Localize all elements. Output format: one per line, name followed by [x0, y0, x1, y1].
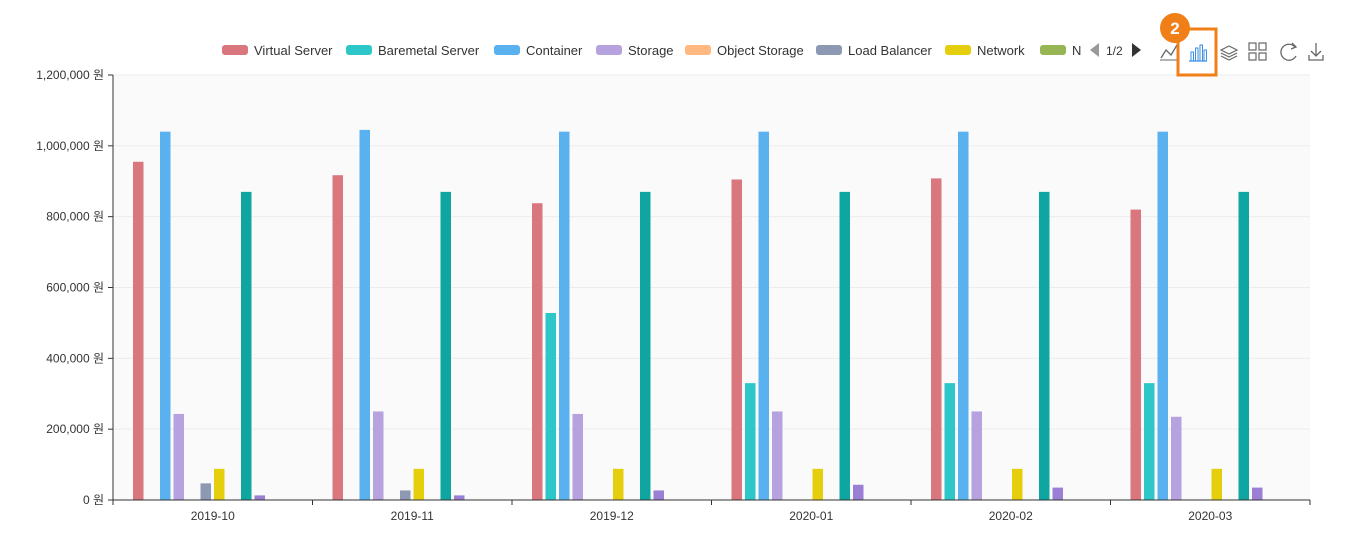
legend-swatch[interactable] — [816, 45, 842, 55]
legend-label[interactable]: Baremetal Server — [378, 43, 480, 58]
bar[interactable] — [254, 495, 266, 500]
bar[interactable] — [958, 131, 969, 500]
bar[interactable] — [944, 383, 956, 500]
bars-group — [133, 129, 1263, 501]
bar[interactable] — [400, 490, 411, 500]
bar[interactable] — [1238, 191, 1250, 500]
y-axis-tick-labels: 0 원 200,000 원 400,000 원 600,000 원 800,000 원 1… — [36, 68, 104, 507]
stack-icon[interactable] — [1219, 45, 1239, 61]
bar[interactable] — [173, 413, 185, 500]
y-tick-label: 0 원 — [83, 493, 104, 507]
x-tick-label: 2020-02 — [989, 509, 1033, 523]
legend-label[interactable]: Virtual Server — [254, 43, 333, 58]
step-badge — [1160, 13, 1190, 43]
bar[interactable] — [413, 468, 425, 500]
legend-swatch[interactable] — [494, 45, 520, 55]
bar[interactable] — [731, 179, 743, 500]
bar[interactable] — [160, 131, 171, 500]
bar[interactable] — [1144, 383, 1155, 500]
bar[interactable] — [1157, 131, 1169, 500]
y-tick-label: 800,000 원 — [46, 210, 104, 224]
refresh-icon[interactable] — [1280, 42, 1298, 61]
y-tick-label: 600,000 원 — [46, 281, 104, 295]
y-tick-label: 200,000 원 — [46, 422, 104, 436]
line-chart-icon[interactable] — [1160, 44, 1178, 61]
bar[interactable] — [613, 468, 624, 500]
bar[interactable] — [133, 161, 144, 501]
bar[interactable] — [1052, 487, 1064, 500]
bar[interactable] — [971, 411, 983, 500]
bar[interactable] — [214, 468, 225, 500]
x-tick-label: 2019-10 — [191, 509, 235, 523]
toolbox: 2 — [1160, 13, 1324, 77]
bar-chart-icon[interactable] — [1189, 44, 1207, 62]
bar[interactable] — [241, 191, 252, 500]
highlight-box — [1176, 27, 1218, 77]
bar[interactable] — [1171, 416, 1182, 500]
bar[interactable] — [545, 313, 557, 500]
bar[interactable] — [532, 203, 543, 501]
legend-label[interactable]: Load Balancer — [848, 43, 933, 58]
bar[interactable] — [1211, 468, 1223, 500]
step-badge-label: 2 — [1170, 19, 1179, 38]
bar[interactable] — [839, 191, 851, 500]
legend-label[interactable]: Object Storage — [717, 43, 804, 58]
axes — [108, 74, 1311, 505]
bar[interactable] — [745, 383, 756, 500]
legend-label[interactable]: N — [1072, 43, 1081, 58]
bar[interactable] — [559, 131, 570, 500]
bar[interactable] — [359, 129, 371, 501]
bar[interactable] — [653, 490, 665, 500]
bar[interactable] — [1039, 191, 1050, 500]
bar[interactable] — [640, 191, 651, 500]
y-tick-label: 1,000,000 원 — [36, 139, 104, 153]
legend-label[interactable]: Storage — [628, 43, 674, 58]
legend: Virtual Server Baremetal Server Container S… — [222, 43, 1081, 58]
legend-swatch[interactable] — [222, 45, 248, 55]
legend-page-label: 1/2 — [1106, 44, 1123, 58]
x-tick-label: 2019-12 — [590, 509, 634, 523]
legend-swatch[interactable] — [346, 45, 372, 55]
bar[interactable] — [1130, 209, 1142, 501]
legend-label[interactable]: Network — [977, 43, 1025, 58]
bar[interactable] — [853, 484, 864, 500]
legend-swatch[interactable] — [596, 45, 622, 55]
legend-swatch[interactable] — [945, 45, 971, 55]
bar[interactable] — [440, 191, 452, 500]
legend-next-icon[interactable] — [1132, 43, 1141, 57]
bar[interactable] — [200, 483, 212, 500]
bar[interactable] — [572, 413, 584, 500]
bar[interactable] — [332, 175, 344, 500]
x-tick-label: 2020-03 — [1188, 509, 1232, 523]
legend-swatch[interactable] — [685, 45, 711, 55]
bar[interactable] — [772, 411, 783, 500]
legend-prev-icon[interactable] — [1090, 43, 1099, 57]
x-tick-label: 2019-11 — [391, 509, 434, 523]
bar[interactable] — [1012, 468, 1023, 500]
legend-swatch[interactable] — [1040, 45, 1066, 55]
download-icon[interactable] — [1308, 43, 1324, 61]
bar[interactable] — [454, 495, 465, 500]
bar[interactable] — [1252, 487, 1263, 500]
x-tick-label: 2020-01 — [789, 509, 833, 523]
x-axis-tick-labels: 2019-10 2019-11 2019-12 2020-01 2020-02 2020-… — [191, 509, 1233, 523]
tiled-icon[interactable] — [1248, 42, 1267, 61]
legend-pager: 1/2 — [1090, 43, 1141, 58]
bar[interactable] — [931, 178, 942, 500]
bar[interactable] — [758, 131, 770, 500]
legend-label[interactable]: Container — [526, 43, 583, 58]
y-tick-label: 1,200,000 원 — [36, 68, 104, 82]
bar[interactable] — [812, 468, 824, 500]
grid-lines — [113, 74, 1310, 430]
bar[interactable] — [373, 411, 384, 500]
y-tick-label: 400,000 원 — [46, 351, 104, 365]
